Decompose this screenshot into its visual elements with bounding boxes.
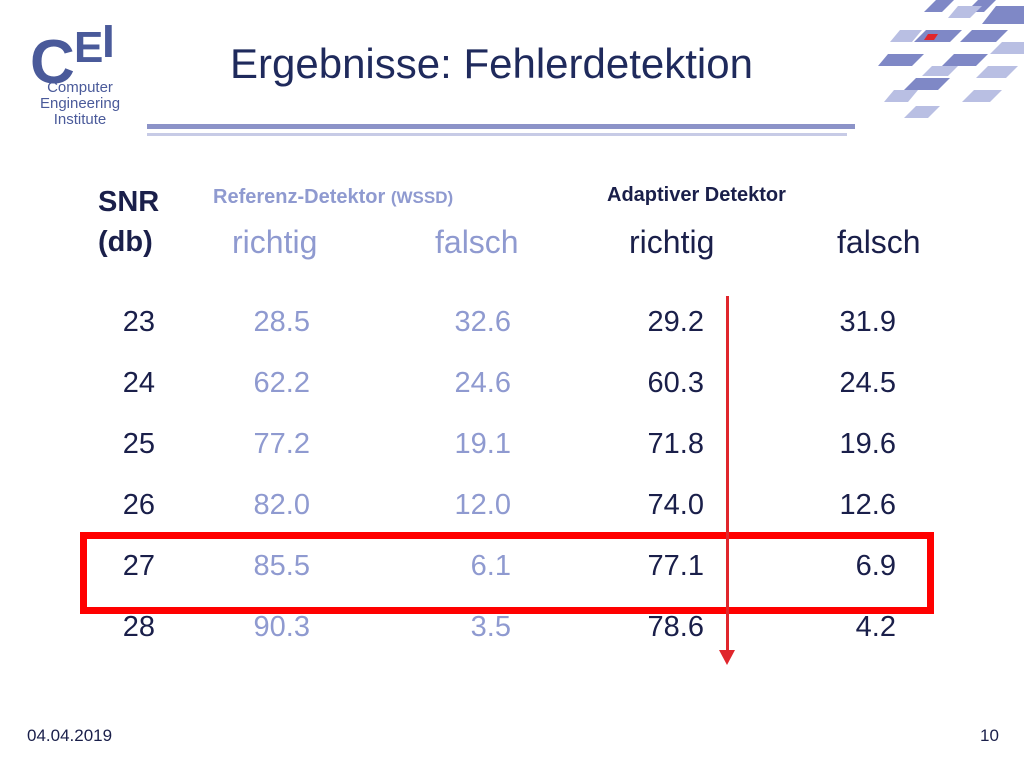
cell-ada-richtig: 60.3 — [647, 367, 704, 399]
slide-title: Ergebnisse: Fehlerdetektion — [230, 40, 753, 87]
title-rule — [147, 124, 855, 129]
adaptive-detector-header: Adaptiver Detektor — [607, 184, 786, 206]
cell-ref-richtig: 90.3 — [253, 611, 310, 643]
decorative-checker-pattern — [878, 0, 1024, 118]
cell-ref-falsch: 19.1 — [454, 428, 511, 460]
cell-ada-falsch: 24.5 — [839, 367, 896, 399]
reference-detector-suffix: (WSSD) — [390, 188, 454, 207]
footer-date: 04.04.2019 — [27, 726, 113, 745]
cell-snr: 24 — [122, 367, 155, 399]
cell-ref-falsch: 32.6 — [454, 306, 511, 338]
cell-ref-falsch: 6.1 — [470, 550, 511, 582]
cell-ref-richtig: 28.5 — [253, 306, 310, 338]
cell-ada-falsch: 19.6 — [839, 428, 896, 460]
cell-ada-richtig: 71.8 — [647, 428, 704, 460]
logo-subtitle-line-1: Computer — [47, 79, 113, 96]
cell-ref-falsch: 24.6 — [454, 367, 511, 399]
cei-logo: C E I Computer Engineering Institute — [30, 18, 130, 133]
cell-ref-richtig: 85.5 — [253, 550, 310, 582]
logo-subtitle-line-3: Institute — [53, 111, 107, 128]
logo-letter-e: E — [74, 23, 104, 72]
snr-header-unit: (db) — [98, 226, 153, 258]
ref-richtig-header: richtig — [232, 224, 318, 260]
cell-snr: 25 — [122, 428, 155, 460]
snr-header-label: SNR — [98, 186, 160, 218]
trend-arrow-head — [719, 650, 735, 665]
cell-ref-falsch: 3.5 — [470, 611, 511, 643]
page-number: 10 — [980, 726, 999, 745]
reference-detector-label: Referenz-Detektor — [213, 186, 386, 208]
cell-ref-falsch: 12.0 — [454, 489, 511, 521]
cell-ada-richtig: 74.0 — [647, 489, 704, 521]
snr-header: SNR (db) — [98, 182, 159, 262]
cell-ada-richtig: 29.2 — [647, 306, 704, 338]
cell-ada-falsch: 4.2 — [855, 611, 896, 643]
cell-snr: 27 — [122, 550, 155, 582]
cell-ada-richtig: 78.6 — [647, 611, 704, 643]
logo-subtitle-line-2: Engineering — [39, 95, 121, 112]
cell-snr: 26 — [122, 489, 155, 521]
cell-ada-falsch: 6.9 — [855, 550, 896, 582]
highlight-box — [80, 532, 934, 614]
ada-richtig-header: richtig — [629, 224, 715, 260]
trend-arrow-line — [726, 296, 729, 650]
cell-ref-richtig: 62.2 — [253, 367, 310, 399]
cell-snr: 23 — [122, 306, 155, 338]
cell-ada-falsch: 12.6 — [839, 489, 896, 521]
logo-letter-c: C — [30, 28, 75, 97]
logo-letter-i: I — [102, 15, 115, 67]
reference-detector-header: Referenz-Detektor (WSSD) — [213, 186, 453, 209]
ada-falsch-header: falsch — [837, 224, 921, 260]
ref-falsch-header: falsch — [435, 224, 519, 260]
cell-ada-falsch: 31.9 — [839, 306, 896, 338]
cell-ref-richtig: 82.0 — [253, 489, 310, 521]
cell-ref-richtig: 77.2 — [253, 428, 310, 460]
cell-ada-richtig: 77.1 — [647, 550, 704, 582]
cell-snr: 28 — [122, 611, 155, 643]
title-rule-secondary — [147, 133, 847, 136]
